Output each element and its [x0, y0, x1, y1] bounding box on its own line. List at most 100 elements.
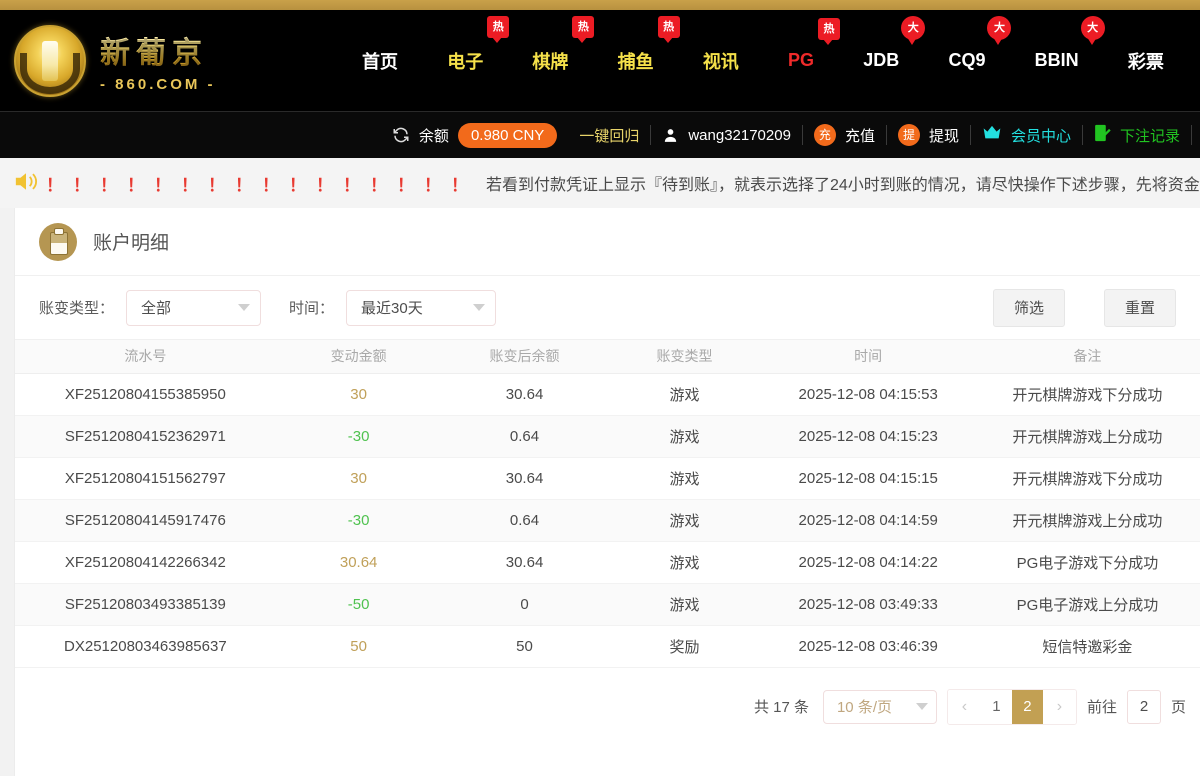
- reset-button[interactable]: 重置: [1104, 288, 1176, 327]
- prev-page-button[interactable]: ‹: [947, 689, 981, 724]
- user-info-bar: 余额 0.980 CNY 一键回归 wang32170209 充 充值 提 提现…: [0, 112, 1200, 158]
- table-row: XF25120804155385950 30 30.64 游戏 2025-12-08 0…: [15, 373, 1200, 416]
- nav-item-jdb[interactable]: JDB 大: [861, 16, 926, 77]
- announcement-marquee[interactable]: ！！！！！！！！！！！！！！！！ 若看到付款凭证上显示『待到账』，就表示选择了2…: [0, 158, 1200, 208]
- nav-item-slots[interactable]: 电子热: [445, 15, 510, 80]
- big-badge-icon: 大: [1080, 16, 1105, 45]
- refresh-balance-button[interactable]: 余额 0.980 CNY: [381, 122, 568, 148]
- username-text: wang32170209: [688, 126, 791, 144]
- panel-header: 账户明细: [15, 208, 1200, 276]
- page-unit-label: 页: [1170, 699, 1186, 716]
- serial-cell: XF25120804142266342: [15, 541, 276, 584]
- member-center-button[interactable]: 会员中心: [971, 125, 1082, 146]
- divider: [969, 125, 971, 145]
- balance-label: 余额: [418, 127, 449, 145]
- nav-item-home[interactable]: 首页: [362, 51, 398, 72]
- chevron-down-icon: [238, 304, 251, 311]
- table-row: DX25120803463985637 50 50 奖励 2025-12-08 03:4…: [15, 625, 1200, 668]
- nav-item-bbin[interactable]: BBIN 大: [1033, 16, 1105, 77]
- member-center-label: 会员中心: [1010, 127, 1071, 145]
- table-header: 流水号 变动金额 账变后余额 账变类型 时间 备注: [15, 340, 1200, 374]
- filter-button[interactable]: 筛选: [993, 288, 1065, 327]
- page-size-value: 10 条/页: [836, 699, 892, 716]
- balance-cell: 30.64: [441, 541, 608, 584]
- account-details-panel: 账户明细 账变类型： 全部 时间： 最近30天 筛选 重置 流水号 变动金额 账…: [14, 208, 1200, 776]
- time-cell: 2025-12-08 03:49:33: [761, 583, 975, 626]
- table-row: XF25120804151562797 30 30.64 游戏 2025-12-08 0…: [15, 457, 1200, 500]
- remark-cell: 开元棋牌游戏下分成功: [974, 457, 1200, 500]
- column-header-serial: 流水号: [15, 340, 276, 374]
- balance-cell: 30.64: [441, 457, 608, 500]
- page-number-1[interactable]: 1: [980, 689, 1012, 724]
- user-avatar-icon: [662, 127, 679, 144]
- hot-badge-icon: 热: [487, 15, 510, 43]
- time-filter-value: 最近30天: [361, 300, 423, 317]
- page-title: 账户明细: [93, 233, 170, 254]
- page-size-select[interactable]: 10 条/页: [822, 689, 937, 724]
- pagination-total: 共 17 条: [753, 699, 809, 716]
- nav-item-live[interactable]: 视讯: [702, 51, 739, 72]
- type-filter-value: 全部: [141, 300, 172, 317]
- divider: [1081, 125, 1083, 145]
- amount-cell: -30: [275, 499, 442, 542]
- username-display[interactable]: wang32170209: [651, 127, 802, 144]
- type-cell: 游戏: [607, 541, 762, 584]
- column-header-amount: 变动金额: [275, 340, 442, 374]
- time-filter-select[interactable]: 最近30天: [346, 289, 497, 326]
- table-row: SF25120803493385139 -50 0 游戏 2025-12-08 03:4…: [15, 583, 1200, 626]
- table-row: SF25120804152362971 -30 0.64 游戏 2025-12-08 0…: [15, 415, 1200, 458]
- withdraw-button[interactable]: 提 提现: [887, 124, 970, 146]
- brand-name: 新葡京: [100, 28, 216, 72]
- table-row: XF25120804142266342 30.64 30.64 游戏 2025-12-0…: [15, 541, 1200, 584]
- serial-cell: SF25120803493385139: [15, 583, 276, 626]
- time-cell: 2025-12-08 04:15:23: [761, 415, 975, 458]
- nav-item-pg[interactable]: PG 热: [786, 18, 841, 77]
- chevron-down-icon: [915, 703, 928, 710]
- amount-cell: 30.64: [275, 541, 442, 584]
- time-cell: 2025-12-08 04:15:15: [761, 457, 975, 500]
- table-body: XF25120804155385950 30 30.64 游戏 2025-12-08 0…: [15, 373, 1200, 668]
- filter-bar: 账变类型： 全部 时间： 最近30天 筛选 重置: [15, 276, 1200, 340]
- type-cell: 奖励: [607, 625, 762, 668]
- nav-item-lottery[interactable]: 彩票: [1127, 51, 1164, 72]
- serial-cell: SF25120804152362971: [15, 415, 276, 458]
- serial-cell: DX25120803463985637: [15, 625, 276, 668]
- big-badge-icon: 大: [987, 16, 1012, 45]
- type-cell: 游戏: [607, 499, 762, 542]
- type-filter-label: 账变类型：: [39, 300, 115, 317]
- remark-cell: PG电子游戏上分成功: [974, 583, 1200, 626]
- nav-item-cq9[interactable]: CQ9 大: [946, 16, 1012, 77]
- nav-items: 首页 电子热 棋牌热 捕鱼热 视讯 PG 热 JDB 大 CQ9 大 BBIN 大 彩票: [314, 15, 1192, 80]
- amount-cell: -50: [275, 583, 442, 626]
- bet-record-button[interactable]: 下注记录: [1083, 124, 1191, 146]
- type-cell: 游戏: [607, 415, 762, 458]
- page-number-2[interactable]: 2: [1011, 689, 1043, 724]
- time-cell: 2025-12-08 04:14:22: [761, 541, 975, 584]
- column-header-balance: 账变后余额: [441, 340, 608, 374]
- crown-emblem-icon: [14, 24, 86, 97]
- divider: [801, 125, 803, 145]
- marquee-exclamations: ！！！！！！！！！！！！！！！！: [46, 175, 478, 195]
- next-page-button[interactable]: ›: [1042, 689, 1076, 724]
- goto-page-input[interactable]: [1126, 689, 1161, 724]
- divider: [1191, 125, 1192, 145]
- hot-badge-icon: 热: [818, 18, 841, 45]
- main-navbar: 新葡京 - 860.COM - 首页 电子热 棋牌热 捕鱼热 视讯 PG 热 JD…: [0, 10, 1200, 112]
- nav-item-fishing[interactable]: 捕鱼热: [616, 15, 680, 80]
- column-header-type: 账变类型: [607, 340, 762, 374]
- one-click-return-button[interactable]: 一键回归: [568, 125, 650, 146]
- recharge-icon: 充: [813, 124, 836, 146]
- big-badge-icon: 大: [901, 16, 926, 45]
- refresh-icon[interactable]: [392, 126, 410, 144]
- type-cell: 游戏: [607, 373, 762, 416]
- withdraw-label: 提现: [928, 127, 959, 145]
- brand-logo[interactable]: 新葡京 - 860.COM -: [14, 24, 314, 97]
- type-filter-select[interactable]: 全部: [126, 289, 262, 326]
- divider: [885, 125, 887, 145]
- top-gold-strip: [0, 0, 1200, 10]
- table-row: SF25120804145917476 -30 0.64 游戏 2025-12-08 0…: [15, 499, 1200, 542]
- nav-item-chess[interactable]: 棋牌热: [530, 15, 595, 80]
- document-edit-icon: [1094, 124, 1111, 146]
- recharge-button[interactable]: 充 充值: [803, 124, 886, 146]
- time-filter-label: 时间：: [289, 300, 335, 317]
